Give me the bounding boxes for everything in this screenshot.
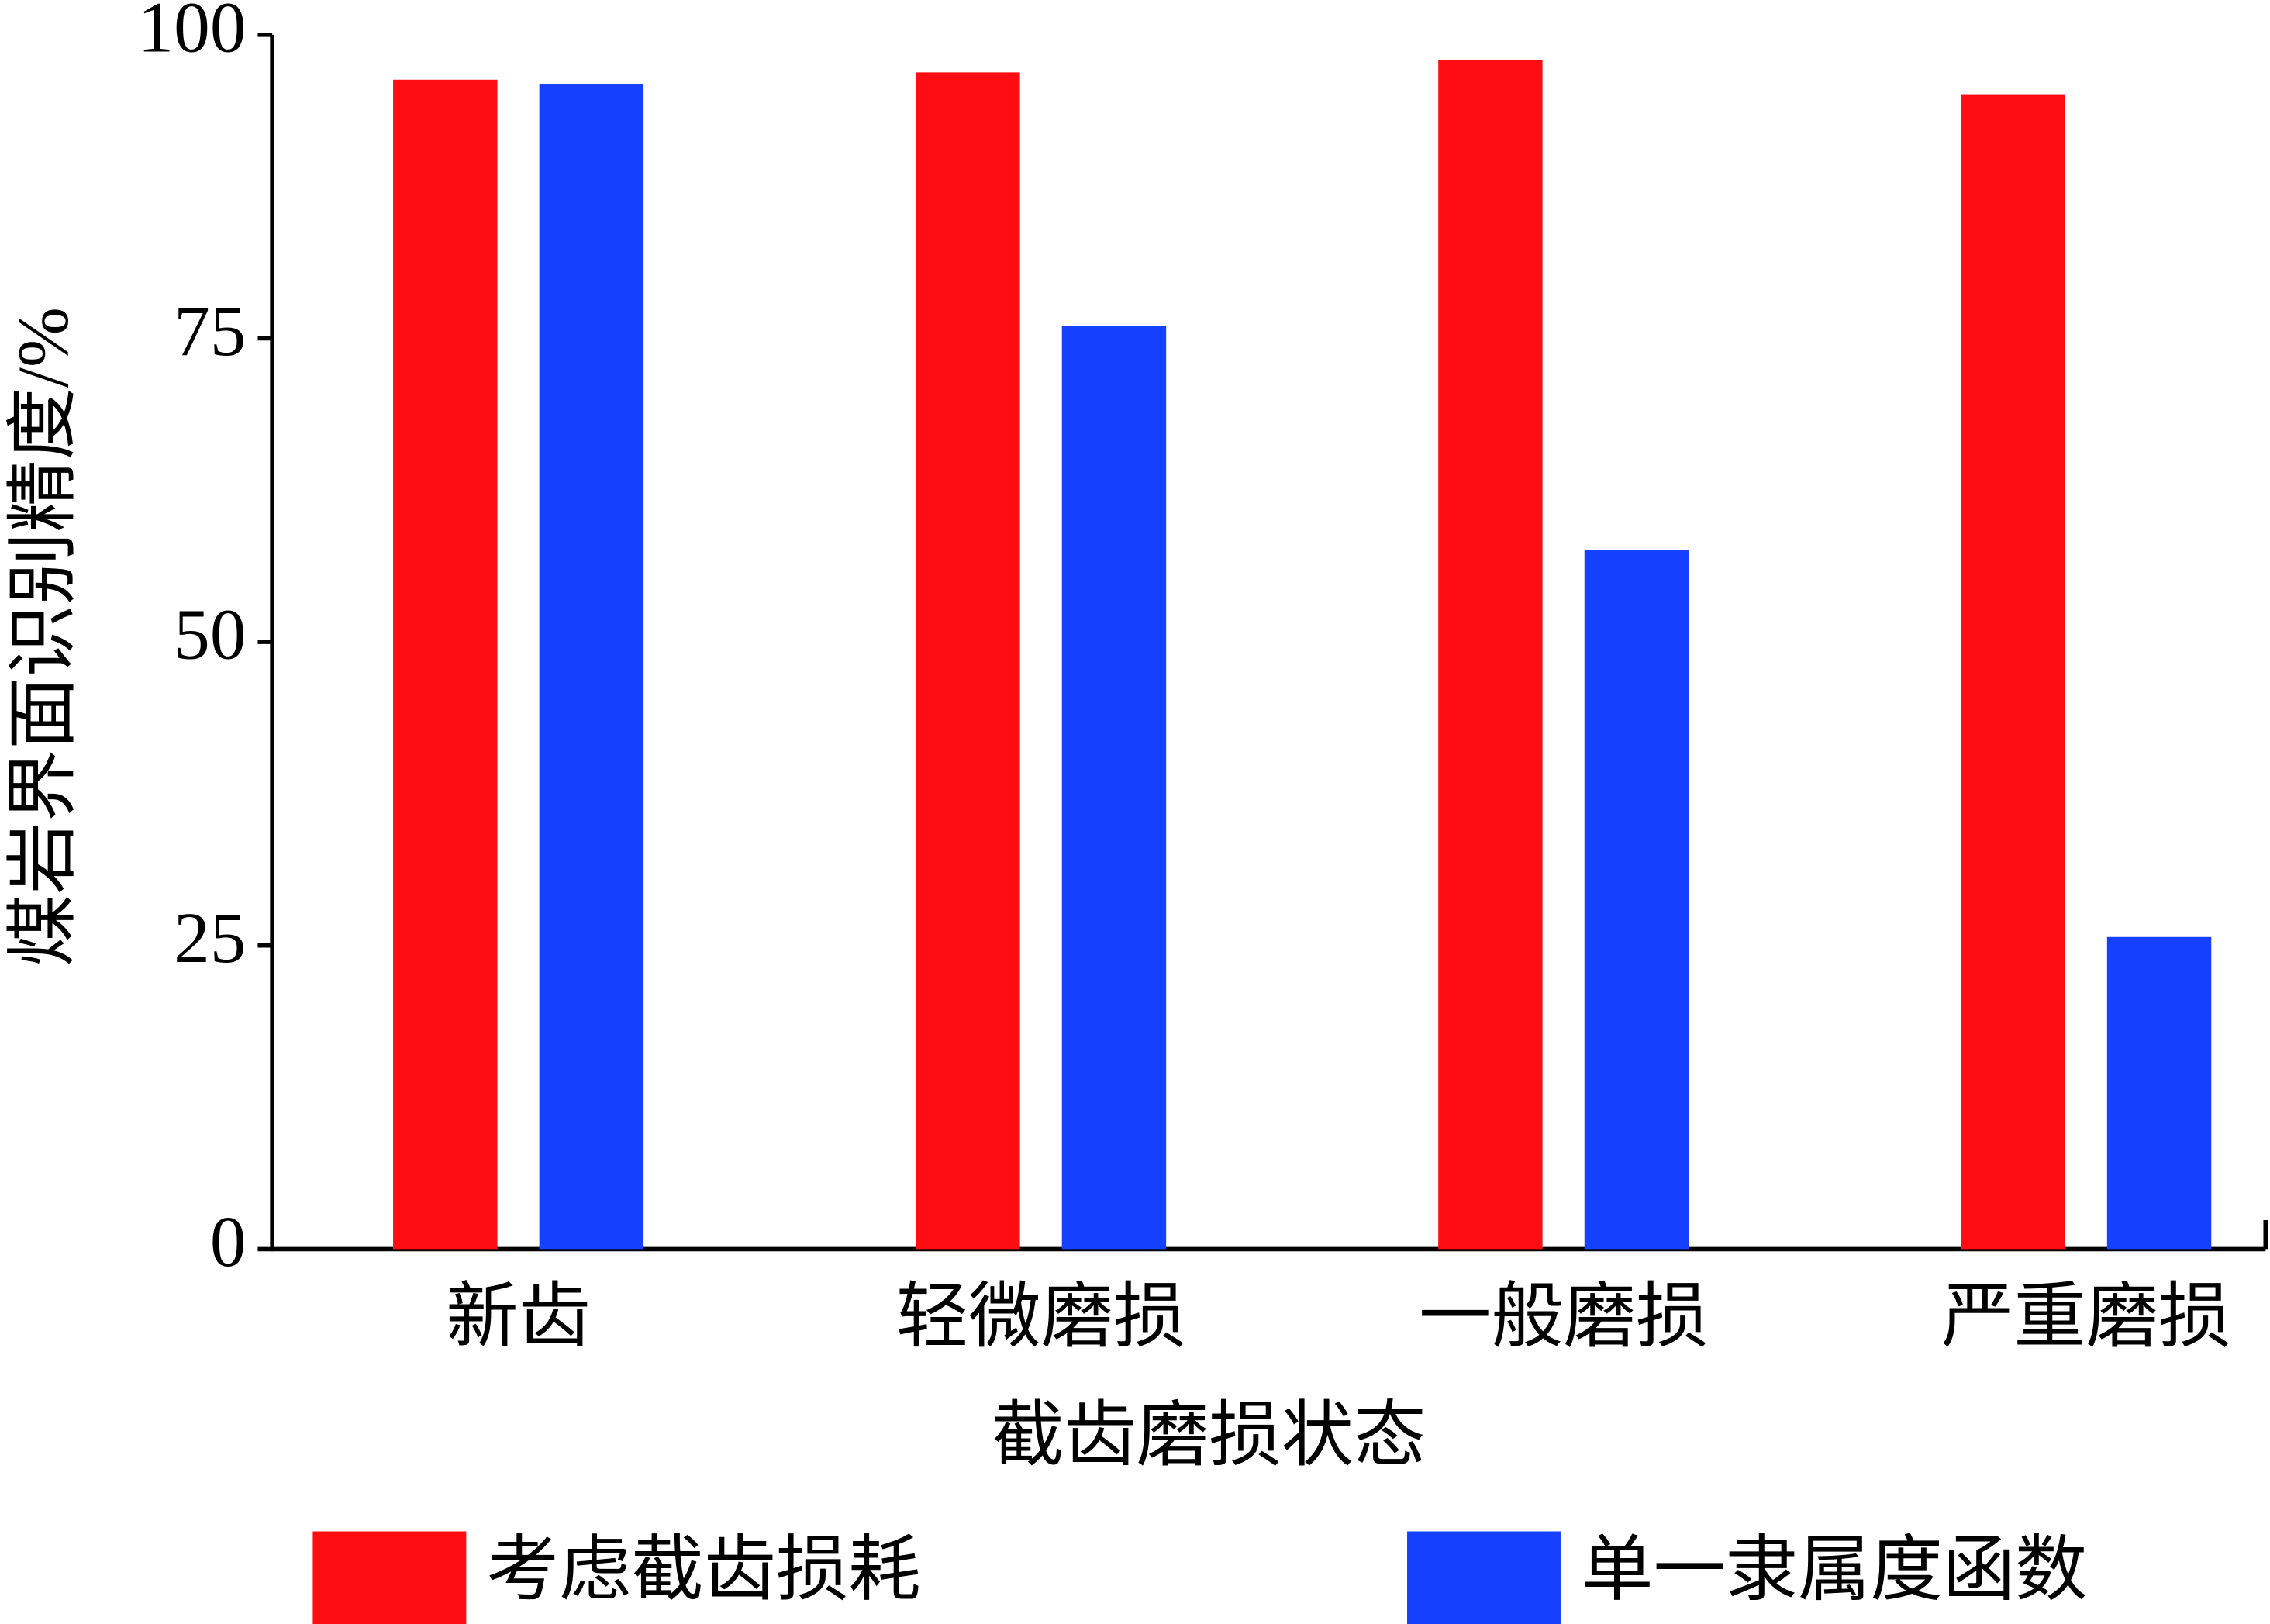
legend-label: 考虑截齿损耗	[486, 1531, 920, 1611]
y-axis-title: 煤岩界面识别精度/%	[4, 307, 84, 967]
legend-label: 单一隶属度函数	[1581, 1531, 2088, 1611]
bar	[539, 84, 644, 1250]
bar	[1061, 326, 1167, 1250]
bar	[1438, 60, 1543, 1250]
bar	[393, 79, 498, 1250]
y-tick-label: 100	[137, 0, 246, 67]
legend-swatch	[1407, 1531, 1561, 1624]
x-tick-label: 轻微磨损	[896, 1277, 1185, 1357]
bar	[1961, 94, 2065, 1250]
y-tick-label: 75	[174, 291, 246, 371]
y-tick-label: 0	[210, 1202, 247, 1282]
x-tick-label: 新齿	[446, 1277, 591, 1357]
y-tick-label: 25	[174, 898, 246, 978]
x-tick-label: 一般磨损	[1419, 1277, 1708, 1357]
bar	[2106, 936, 2212, 1250]
y-tick-label: 50	[174, 595, 246, 675]
x-tick-label: 严重磨损	[1941, 1277, 2230, 1357]
x-axis-title: 截齿磨损状态	[992, 1396, 1426, 1476]
bar	[916, 72, 1020, 1250]
bar	[1584, 550, 1689, 1250]
legend-swatch	[312, 1531, 467, 1624]
